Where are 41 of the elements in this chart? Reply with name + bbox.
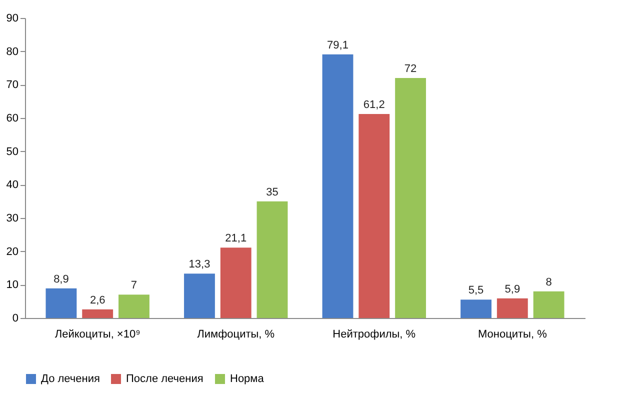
x-tick-label: Лейкоциты, ×10⁹ (54, 328, 140, 340)
legend-label: До лечения (41, 373, 100, 385)
y-tick-label: 30 (6, 212, 18, 224)
bar (118, 294, 150, 318)
y-tick-label: 60 (6, 112, 18, 124)
legend-label: После лечения (126, 373, 204, 385)
bar (358, 114, 390, 318)
data-label: 5,5 (468, 284, 484, 297)
x-tick-label: Моноциты, % (478, 328, 548, 340)
bar (533, 291, 564, 318)
y-tick-label: 80 (6, 46, 18, 58)
bar (256, 201, 288, 318)
bar (496, 298, 528, 318)
data-label: 8,9 (54, 273, 69, 286)
y-tick-label: 40 (6, 179, 18, 192)
bar (460, 300, 492, 318)
data-label: 79,1 (327, 39, 348, 52)
bar (184, 274, 215, 318)
bar (82, 309, 114, 318)
data-label: 61,2 (363, 99, 385, 111)
data-label: 7 (130, 280, 138, 292)
x-tick-label: Нейтрофилы, % (332, 328, 416, 340)
legend-label: Норма (230, 373, 265, 385)
data-label: 13,3 (188, 258, 210, 271)
x-tick-label: Лимфоциты, % (197, 328, 275, 340)
y-tick-label: 70 (6, 79, 18, 92)
y-tick-label: 90 (6, 12, 18, 24)
y-tick-label: 0 (12, 312, 18, 324)
data-label: 8 (546, 276, 552, 288)
data-label: 21,1 (225, 232, 247, 245)
data-label: 2,6 (90, 294, 106, 306)
bar (46, 288, 77, 318)
y-tick-label: 50 (6, 146, 18, 158)
bar (220, 248, 252, 318)
y-tick-label: 20 (6, 246, 18, 258)
data-label: 72 (404, 63, 417, 75)
data-label: 35 (266, 186, 278, 198)
y-tick-label: 10 (6, 279, 18, 292)
bar (322, 54, 354, 318)
bar (395, 78, 426, 318)
data-label: 5,9 (504, 283, 520, 296)
